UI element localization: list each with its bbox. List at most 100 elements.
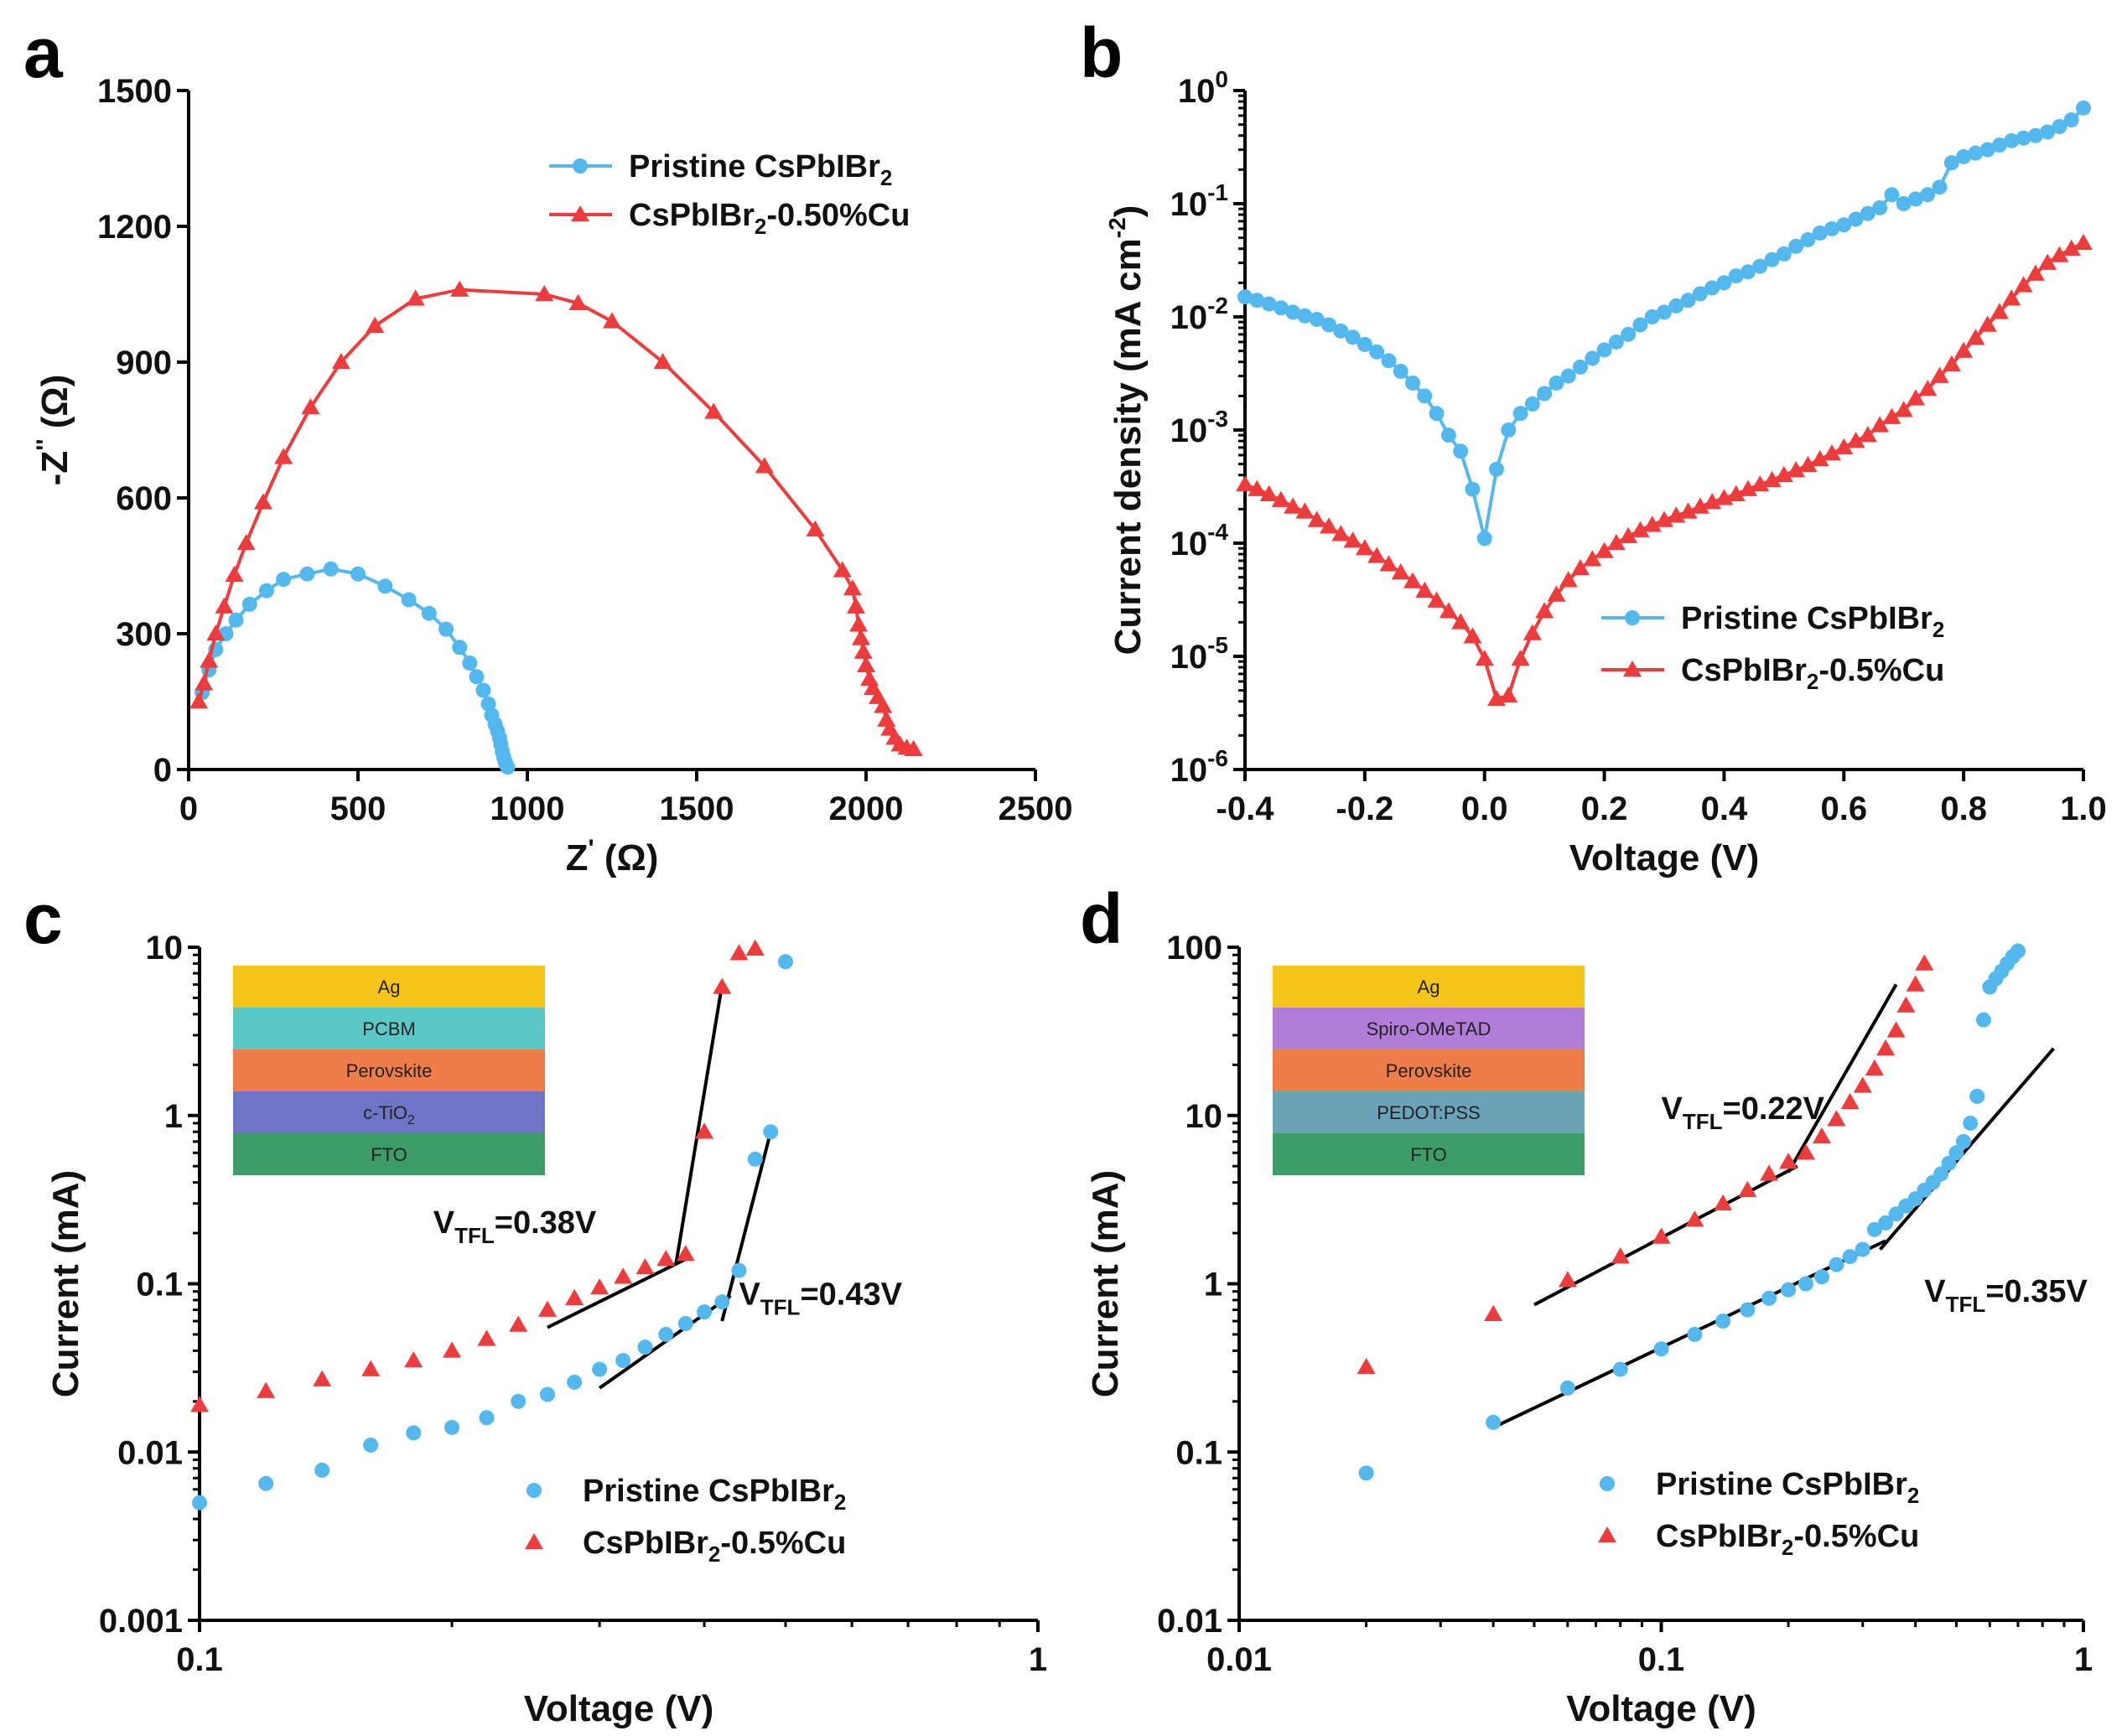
data-point bbox=[653, 353, 672, 370]
series-copper bbox=[189, 280, 923, 756]
legend-label: CsPbIBr2-0.50%Cu bbox=[629, 198, 910, 239]
data-point bbox=[1583, 550, 1602, 567]
y-axis-label: -Z'' (Ω) bbox=[32, 375, 75, 486]
data-point bbox=[1535, 602, 1554, 619]
data-point bbox=[2074, 233, 2093, 251]
y-tick-label: 100 bbox=[1178, 66, 1228, 110]
data-point bbox=[1642, 516, 1662, 532]
y-tick-label: 1 bbox=[164, 1098, 183, 1135]
data-point bbox=[189, 692, 209, 709]
data-point bbox=[2026, 264, 2045, 281]
data-point bbox=[1687, 1326, 1703, 1342]
data-point bbox=[1728, 268, 1744, 284]
y-tick-label: 100 bbox=[1166, 930, 1222, 966]
data-point bbox=[537, 1300, 557, 1317]
layer-label: FTO bbox=[371, 1144, 407, 1165]
data-point bbox=[1943, 155, 1959, 171]
data-point bbox=[228, 612, 244, 628]
data-point bbox=[2062, 239, 2081, 256]
data-point bbox=[1741, 264, 1756, 280]
fit-line bbox=[1879, 1047, 2055, 1251]
data-point bbox=[1595, 542, 1614, 558]
layer-fto bbox=[1273, 1133, 1585, 1175]
layer-label: c-TiO2 bbox=[363, 1102, 415, 1127]
x-tick-label: 1000 bbox=[490, 790, 565, 827]
x-axis-label: Z' (Ω) bbox=[566, 835, 659, 878]
fit-line bbox=[1787, 983, 1898, 1174]
data-point bbox=[479, 1410, 495, 1426]
panel-d: d 0.01 0.1 1 0.01 0.1 1 10 100 Voltage (V) Current… bbox=[1080, 879, 2093, 1729]
data-point bbox=[377, 578, 393, 594]
vtfl-annotation: VTFL=0.43V bbox=[739, 1277, 902, 1320]
data-point bbox=[1948, 1145, 1964, 1161]
data-point bbox=[1333, 323, 1349, 339]
y-tick-label: 10 bbox=[1185, 1098, 1223, 1135]
data-point bbox=[1453, 443, 1469, 459]
x-tick-label: 2000 bbox=[829, 790, 904, 827]
data-point bbox=[1439, 602, 1458, 619]
x-tick-label: 0.2 bbox=[1581, 790, 1628, 827]
device-stack-inset: Ag PCBM Perovskite c-TiO2 FTO bbox=[233, 966, 545, 1175]
data-point bbox=[1865, 1059, 1884, 1076]
data-point bbox=[904, 739, 923, 756]
data-point bbox=[806, 520, 825, 537]
data-point bbox=[1357, 336, 1372, 352]
layer-label: Perovskite bbox=[1386, 1060, 1472, 1081]
y-axis-label: Current (mA) bbox=[45, 1170, 86, 1397]
data-point bbox=[704, 402, 724, 419]
data-point bbox=[1465, 481, 1481, 497]
x-tick-label: 2500 bbox=[999, 790, 1073, 827]
x-tick-label: 0.1 bbox=[1638, 1641, 1685, 1678]
data-point bbox=[1489, 461, 1504, 477]
data-point bbox=[480, 696, 496, 712]
legend-label: CsPbIBr2-0.5%Cu bbox=[583, 1526, 846, 1567]
data-point bbox=[1653, 1341, 1669, 1357]
series-pristine bbox=[195, 561, 516, 775]
data-point bbox=[1966, 329, 1985, 345]
data-point bbox=[258, 1475, 274, 1491]
data-point bbox=[1486, 1414, 1502, 1430]
data-point bbox=[1848, 211, 1864, 227]
data-point bbox=[350, 566, 366, 582]
data-point bbox=[1284, 497, 1303, 514]
data-point bbox=[714, 1294, 730, 1310]
data-point bbox=[313, 1370, 332, 1386]
layer-label: Spiro-OMeTAD bbox=[1367, 1018, 1491, 1039]
data-point bbox=[215, 597, 234, 614]
data-point bbox=[676, 1245, 695, 1262]
y-tick-label: 0.01 bbox=[117, 1434, 183, 1471]
data-point bbox=[1549, 375, 1564, 391]
data-point bbox=[1882, 407, 1901, 424]
data-point bbox=[257, 1381, 276, 1398]
data-point bbox=[1956, 148, 1972, 164]
data-point bbox=[1560, 368, 1576, 384]
data-point bbox=[603, 312, 621, 329]
data-point bbox=[1415, 581, 1434, 598]
data-point bbox=[1716, 275, 1732, 291]
data-point bbox=[833, 561, 852, 578]
legend-entry: CsPbIBr2-0.50%Cu bbox=[549, 198, 910, 239]
legend-marker bbox=[525, 1533, 543, 1550]
data-point bbox=[1779, 1153, 1798, 1169]
y-tick-label: 0 bbox=[153, 752, 172, 789]
data-point bbox=[1429, 406, 1445, 422]
data-point bbox=[241, 596, 257, 612]
data-point bbox=[1680, 293, 1696, 308]
data-point bbox=[1933, 1166, 1949, 1182]
data-point bbox=[462, 656, 478, 671]
layer-perovskite bbox=[233, 1049, 545, 1091]
panel-label: d bbox=[1080, 879, 1123, 958]
x-tick-label: -0.4 bbox=[1217, 790, 1275, 827]
data-point bbox=[1309, 312, 1325, 328]
data-point bbox=[1908, 191, 1923, 207]
data-point bbox=[1812, 225, 1828, 241]
panel-a: a0 500 1000 1500 2000 2500030060090012001500Z… bbox=[23, 13, 1072, 878]
data-point bbox=[1512, 406, 1528, 422]
fit-line bbox=[674, 984, 724, 1265]
data-point bbox=[565, 1288, 584, 1306]
legend-marker bbox=[1598, 1526, 1616, 1543]
data-point bbox=[2038, 253, 2057, 270]
data-point bbox=[1619, 526, 1638, 544]
data-point bbox=[1963, 1115, 1979, 1131]
y-tick-label: 0.1 bbox=[1175, 1434, 1222, 1471]
